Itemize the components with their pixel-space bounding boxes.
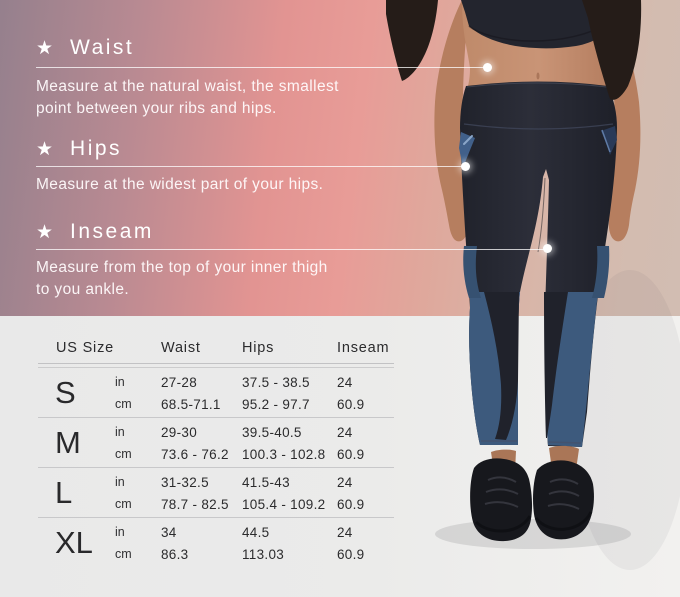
hips-value: 100.3 - 102.8 <box>242 446 326 462</box>
waist-callout-dot <box>483 63 492 72</box>
waist-callout-line <box>36 67 488 68</box>
hips-callout-dot <box>461 162 470 171</box>
inseam-value: 24 <box>337 474 353 490</box>
size-label: S <box>55 375 76 410</box>
unit-label: in <box>115 475 125 489</box>
hips-value: 44.5 <box>242 524 270 540</box>
hips-value: 41.5-43 <box>242 474 290 490</box>
star-icon: ★ <box>36 221 54 243</box>
sneakers <box>470 458 594 542</box>
unit-label: in <box>115 425 125 439</box>
star-icon: ★ <box>36 138 54 160</box>
table-row-s: S in 27-28 37.5 - 38.5 24 cm 68.5-71.1 9… <box>38 368 394 418</box>
hair <box>386 0 642 100</box>
inseam-value: 24 <box>337 524 353 540</box>
inseam-section-title: ★ Inseam <box>36 220 154 244</box>
section-title-label: Inseam <box>70 220 154 243</box>
size-chart: US Size Waist Hips Inseam S in 27-28 37.… <box>38 339 394 567</box>
inseam-value: 24 <box>337 424 353 440</box>
hips-value: 37.5 - 38.5 <box>242 374 310 390</box>
unit-label: in <box>115 375 125 389</box>
waist-value: 73.6 - 76.2 <box>161 446 229 462</box>
waist-value: 86.3 <box>161 546 189 562</box>
inseam-value: 24 <box>337 374 353 390</box>
hips-value: 105.4 - 109.2 <box>242 496 326 512</box>
hips-callout-line <box>36 166 466 167</box>
size-label: M <box>55 425 81 460</box>
waist-section-description: Measure at the natural waist, the smalle… <box>36 78 339 117</box>
inseam-value: 60.9 <box>337 446 365 462</box>
hips-value: 95.2 - 97.7 <box>242 396 310 412</box>
unit-label: cm <box>115 497 132 511</box>
column-header-us-size: US Size <box>56 340 114 356</box>
table-row-l: L in 31-32.5 41.5-43 24 cm 78.7 - 82.5 1… <box>38 468 394 518</box>
unit-label: cm <box>115 397 132 411</box>
unit-label: cm <box>115 447 132 461</box>
waist-section-title: ★ Waist <box>36 36 134 60</box>
hips-section-description: Measure at the widest part of your hips. <box>36 176 324 193</box>
inseam-value: 60.9 <box>337 496 365 512</box>
model-photo <box>386 0 680 570</box>
section-title-label: Hips <box>70 137 123 160</box>
section-title-label: Waist <box>70 36 135 59</box>
waist-value: 68.5-71.1 <box>161 396 221 412</box>
waist-value: 27-28 <box>161 374 198 390</box>
column-header-inseam: Inseam <box>337 340 390 356</box>
table-row-m: M in 29-30 39.5-40.5 24 cm 73.6 - 76.2 1… <box>38 418 394 468</box>
hips-value: 39.5-40.5 <box>242 424 302 440</box>
inseam-value: 60.9 <box>337 396 365 412</box>
column-header-waist: Waist <box>161 340 201 356</box>
size-label: XL <box>55 525 93 560</box>
waist-value: 78.7 - 82.5 <box>161 496 229 512</box>
size-label: L <box>55 475 73 510</box>
unit-label: cm <box>115 547 132 561</box>
unit-label: in <box>115 525 125 539</box>
leggings <box>459 81 617 447</box>
hips-value: 113.03 <box>242 546 285 562</box>
inseam-callout-dot <box>543 244 552 253</box>
table-row-xl: XL in 34 44.5 24 cm 86.3 113.03 60.9 <box>38 518 394 567</box>
waist-value: 31-32.5 <box>161 474 209 490</box>
header-divider <box>38 363 394 368</box>
hips-section-title: ★ Hips <box>36 137 122 161</box>
inseam-section-description: Measure from the top of your inner thigh… <box>36 259 328 298</box>
waist-value: 34 <box>161 524 177 540</box>
inseam-value: 60.9 <box>337 546 365 562</box>
waist-value: 29-30 <box>161 424 198 440</box>
size-chart-header: US Size Waist Hips Inseam <box>38 339 394 357</box>
inseam-callout-line <box>36 249 548 250</box>
column-header-hips: Hips <box>242 340 275 356</box>
star-icon: ★ <box>36 37 54 59</box>
